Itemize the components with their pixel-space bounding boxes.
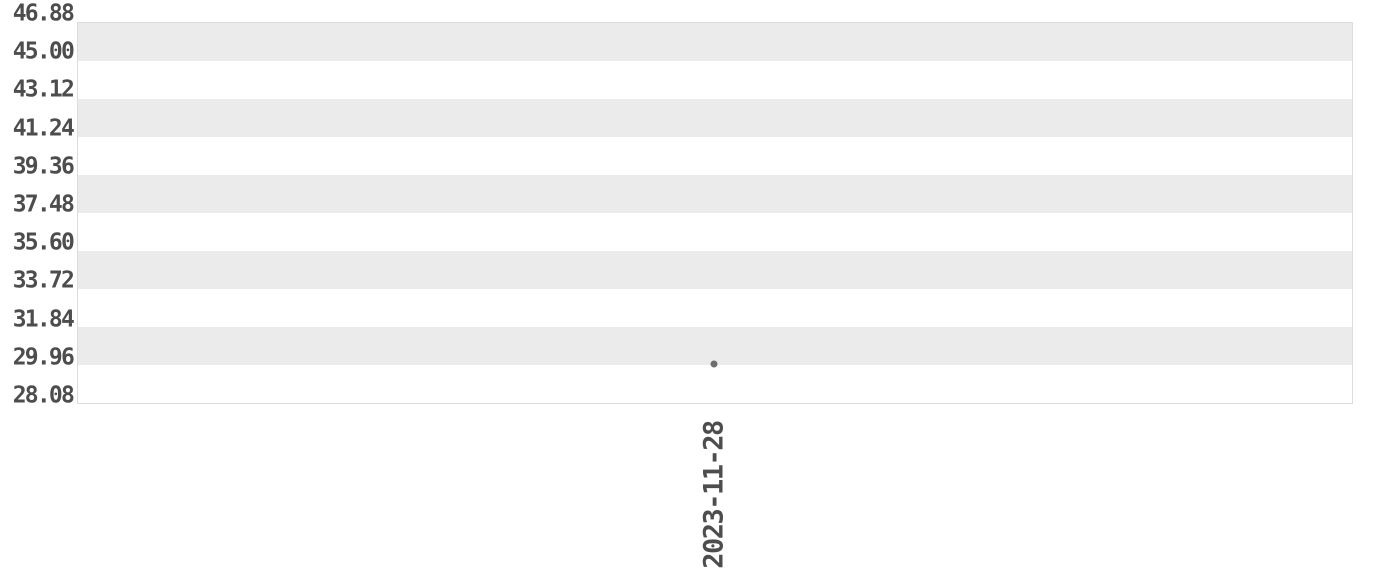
y-tick-label: 28.08 <box>12 382 75 409</box>
y-tick-label: 43.12 <box>12 76 75 103</box>
y-tick-label: 35.60 <box>12 229 75 256</box>
grid-band <box>78 175 1352 213</box>
gridline-bands <box>78 23 1352 403</box>
grid-band <box>78 23 1352 61</box>
y-tick-label: 39.36 <box>12 153 75 180</box>
y-tick-label: 45.00 <box>12 38 75 65</box>
grid-band <box>78 327 1352 365</box>
x-axis-tick-label: 2023-11-28 <box>698 421 730 569</box>
grid-band <box>78 213 1352 251</box>
grid-band <box>78 137 1352 175</box>
scatter-data-point <box>710 360 718 368</box>
y-tick-label: 41.24 <box>12 115 75 142</box>
grid-band <box>78 289 1352 327</box>
grid-band <box>78 61 1352 99</box>
grid-band <box>78 251 1352 289</box>
y-tick-label: 29.96 <box>12 344 75 371</box>
y-tick-label: 31.84 <box>12 306 75 333</box>
grid-band <box>78 365 1352 403</box>
y-tick-label: 33.72 <box>12 267 75 294</box>
y-tick-label: 37.48 <box>12 191 75 218</box>
plot-area <box>77 22 1353 404</box>
grid-band <box>78 99 1352 137</box>
y-tick-label: 46.88 <box>12 0 75 27</box>
